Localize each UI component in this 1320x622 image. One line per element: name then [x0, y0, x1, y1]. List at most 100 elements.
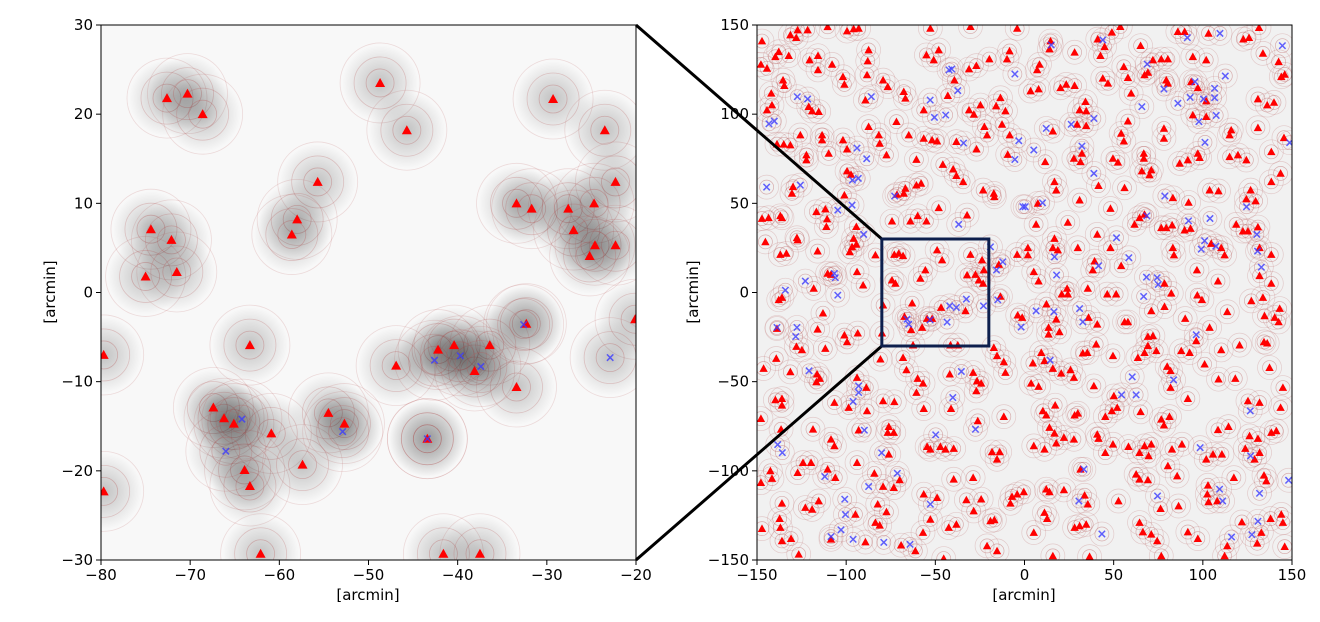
- cross-marker: [992, 266, 1001, 274]
- cross-marker: [1011, 155, 1019, 164]
- contour-line: [234, 527, 288, 560]
- triangle-marker: [1100, 42, 1109, 51]
- contour-line: [941, 62, 957, 78]
- contour-line: [1108, 121, 1134, 146]
- contour-line: [802, 52, 817, 68]
- contour-line: [1029, 62, 1045, 78]
- triangle-marker: [1091, 340, 1101, 348]
- contour-line: [769, 386, 795, 411]
- contour-line: [853, 87, 878, 113]
- contour-line: [1137, 207, 1152, 222]
- contour-line: [1192, 351, 1217, 377]
- contour-line: [1038, 32, 1064, 58]
- triangle-marker: [1052, 438, 1061, 447]
- cross-marker: [1197, 245, 1205, 253]
- triangle-marker: [1255, 398, 1264, 406]
- contour-line: [757, 470, 774, 495]
- contour-line: [1183, 322, 1209, 348]
- contour-line: [966, 503, 982, 519]
- triangle-marker: [1167, 220, 1177, 229]
- contour-line: [1041, 299, 1067, 325]
- triangle-marker: [244, 480, 255, 490]
- contour-line: [1127, 205, 1152, 231]
- contour-line: [101, 328, 131, 382]
- contour-line: [1263, 418, 1289, 444]
- contour-line: [1053, 72, 1079, 97]
- contour-line: [1190, 80, 1206, 96]
- contour-line: [986, 340, 1002, 355]
- contour-line: [961, 61, 977, 77]
- contour-line: [1002, 127, 1018, 143]
- triangle-marker: [1135, 213, 1144, 222]
- contour-line: [974, 122, 1000, 148]
- contour-line: [1105, 151, 1121, 166]
- contour-line: [958, 25, 983, 39]
- contour-line: [1153, 501, 1168, 516]
- contour-line: [538, 84, 568, 114]
- contour-line: [966, 106, 982, 122]
- cross-marker: [1169, 376, 1178, 384]
- triangle-marker: [1040, 157, 1050, 166]
- triangle-marker: [991, 101, 1001, 110]
- contour-line: [1005, 302, 1031, 328]
- cross-marker: [867, 92, 876, 101]
- contour-line: [810, 48, 826, 64]
- triangle-marker: [1145, 170, 1154, 179]
- contour-line: [796, 94, 822, 120]
- triangle-marker: [1028, 358, 1038, 367]
- cross-marker: [841, 495, 849, 503]
- cross-marker: [831, 273, 840, 282]
- triangle-marker: [1111, 289, 1121, 298]
- contour-line: [1151, 412, 1177, 438]
- triangle-marker: [1214, 186, 1223, 195]
- contour-line: [827, 438, 842, 454]
- density-blob: [441, 515, 518, 560]
- triangle-marker: [312, 176, 323, 186]
- contour-line: [908, 266, 933, 291]
- triangle-marker: [1113, 158, 1123, 166]
- zoom-indicator: [635, 23, 991, 562]
- contour-line: [806, 488, 832, 514]
- contour-line: [786, 541, 812, 560]
- triangle-marker: [994, 260, 1004, 268]
- contour-line: [997, 38, 1022, 64]
- density-blob: [222, 515, 299, 560]
- contour-line: [903, 538, 928, 560]
- contour-line: [1153, 548, 1169, 560]
- contour-line: [1159, 212, 1185, 238]
- triangle-marker: [1029, 441, 1038, 450]
- contour-line: [101, 464, 131, 518]
- contour-line: [1200, 441, 1226, 467]
- contour-line: [946, 471, 962, 487]
- triangle-marker: [919, 105, 928, 114]
- cross-marker: [854, 388, 863, 397]
- cross-marker: [1094, 262, 1103, 270]
- contour-line: [995, 142, 1021, 167]
- triangle-marker: [1108, 440, 1118, 448]
- contour-line: [1187, 435, 1213, 460]
- contour-line: [960, 465, 986, 490]
- contour-line: [916, 102, 932, 118]
- contour-line: [961, 102, 977, 118]
- cross-marker: [862, 155, 871, 163]
- contour-line: [1247, 235, 1272, 261]
- contour-line: [1270, 33, 1292, 59]
- contour-line: [1157, 404, 1182, 429]
- cross-marker: [1125, 253, 1133, 262]
- cross-marker: [1201, 138, 1209, 147]
- triangle-marker: [1114, 496, 1123, 505]
- triangle-marker: [1093, 230, 1102, 238]
- contour-line: [1107, 25, 1133, 39]
- contour-line: [823, 431, 839, 447]
- contour-line: [1028, 340, 1054, 365]
- contour-line: [983, 513, 998, 529]
- triangle-marker: [1103, 79, 1113, 87]
- contour-line: [911, 126, 937, 151]
- contour-line: [1185, 107, 1201, 123]
- contour-line: [884, 460, 910, 486]
- contour-line: [979, 439, 1005, 465]
- contour-line: [987, 439, 1013, 465]
- triangle-marker: [812, 207, 821, 216]
- contour-line: [901, 127, 917, 143]
- triangle-marker: [887, 216, 897, 225]
